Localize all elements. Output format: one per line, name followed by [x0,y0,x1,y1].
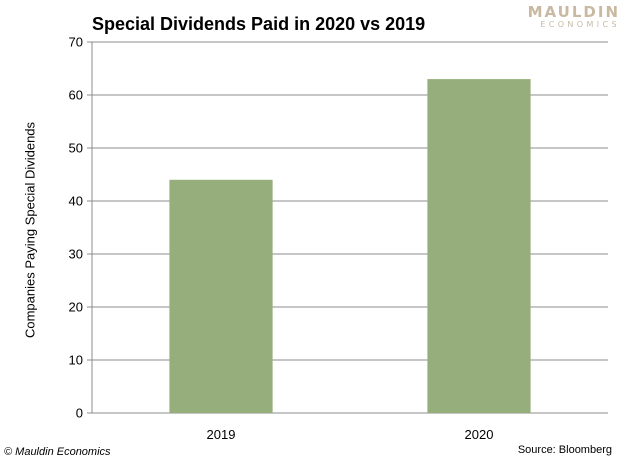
brand-logo: MAULDIN ECONOMICS [528,4,620,30]
bar [169,179,273,413]
y-tick-label: 10 [69,353,83,368]
brand-name: MAULDIN [527,3,620,21]
y-tick-label: 50 [69,141,83,156]
y-tick-label: 70 [69,35,83,50]
bar [427,79,531,413]
source-text: Source: Bloomberg [517,444,612,456]
x-tick-label: 2019 [207,427,236,442]
y-tick-label: 0 [76,406,83,421]
copyright-text: © Mauldin Economics [4,446,111,458]
y-tick-label: 40 [69,194,83,209]
brand-subtitle: ECONOMICS [540,20,620,29]
chart-title: Special Dividends Paid in 2020 vs 2019 [92,14,426,34]
y-tick-label: 20 [69,300,83,315]
y-tick-label: 60 [69,88,83,103]
x-tick-label: 2020 [465,427,494,442]
y-tick-label: 30 [69,247,83,262]
